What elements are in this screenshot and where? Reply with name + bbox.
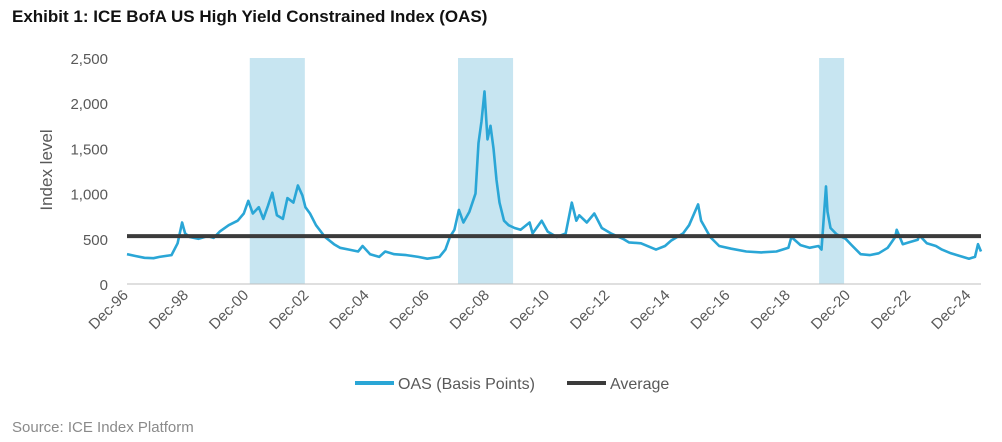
y-tick-label: 500: [83, 232, 108, 249]
legend: OAS (Basis Points) Average: [355, 376, 669, 393]
x-tick-label: Dec-96: [86, 287, 132, 333]
y-axis-label: Index level: [37, 129, 56, 210]
shaded-period-1: [249, 58, 305, 284]
chart-title: Exhibit 1: ICE BofA US High Yield Constr…: [12, 7, 488, 26]
x-tick-label: Dec-20: [808, 287, 854, 333]
x-tick-label: Dec-00: [206, 287, 252, 333]
x-tick-label: Dec-98: [146, 287, 192, 333]
source-note: Source: ICE Index Platform: [12, 419, 194, 436]
x-tick-label: Dec-16: [687, 287, 733, 333]
y-tick-label: 1,500: [70, 141, 108, 158]
y-tick-label: 2,000: [70, 96, 108, 113]
x-tick-label: Dec-12: [567, 287, 613, 333]
x-tick-label: Dec-14: [627, 287, 673, 333]
x-tick-label: Dec-08: [447, 287, 493, 333]
x-tick-label: Dec-06: [387, 287, 433, 333]
x-tick-label: Dec-10: [507, 287, 553, 333]
y-tick-label: 2,500: [70, 51, 108, 68]
x-tick-label: Dec-02: [266, 287, 312, 333]
x-tick-label: Dec-24: [928, 287, 974, 333]
y-tick-label: 1,000: [70, 187, 108, 204]
x-tick-label: Dec-04: [326, 287, 372, 333]
x-tick-label: Dec-22: [868, 287, 914, 333]
x-tick-label: Dec-18: [748, 287, 794, 333]
y-tick-label: 0: [100, 277, 108, 294]
legend-label-average: Average: [610, 376, 669, 393]
shaded-period-3: [819, 58, 845, 284]
legend-label-oas: OAS (Basis Points): [398, 376, 535, 393]
